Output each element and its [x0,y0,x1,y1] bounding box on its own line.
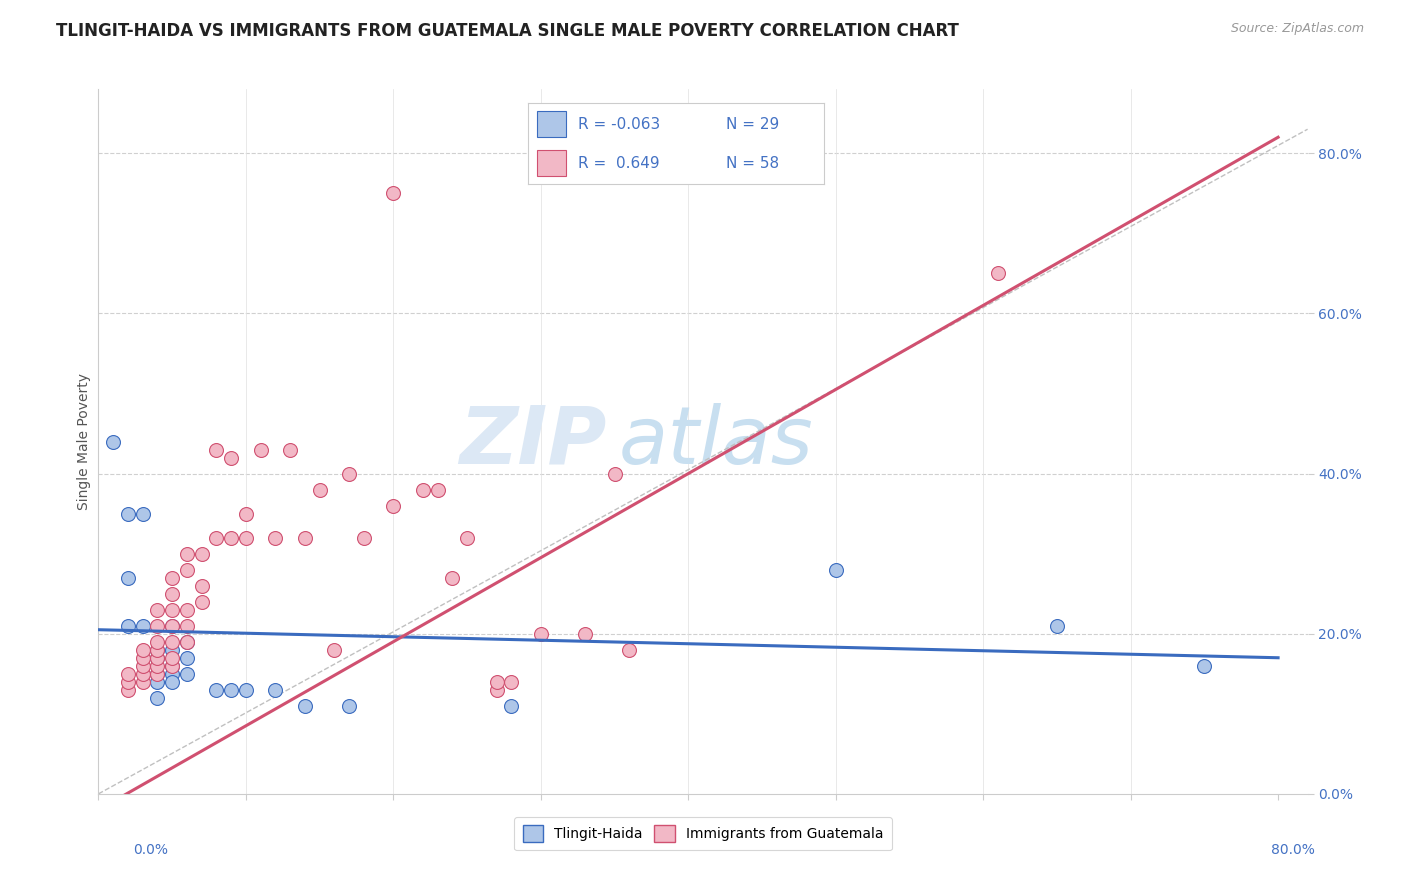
Text: 80.0%: 80.0% [1271,843,1315,857]
Point [337,467,360,481]
Point [278,442,301,457]
Point [176,547,198,561]
Point [1194,658,1216,673]
Point [117,571,139,585]
Text: TLINGIT-HAIDA VS IMMIGRANTS FROM GUATEMALA SINGLE MALE POVERTY CORRELATION CHART: TLINGIT-HAIDA VS IMMIGRANTS FROM GUATEMA… [56,22,959,40]
Point [308,483,330,497]
Point [160,658,183,673]
Point [485,674,508,689]
Point [323,642,346,657]
Point [146,634,169,648]
Point [146,666,169,681]
Point [219,682,242,697]
Point [160,666,183,681]
Point [824,563,846,577]
Point [131,642,153,657]
Point [337,698,360,713]
Point [160,674,183,689]
Point [190,579,212,593]
Point [235,682,257,697]
Point [456,531,478,545]
Point [987,266,1010,280]
Point [176,618,198,632]
Point [117,682,139,697]
Point [1046,618,1069,632]
Point [146,642,169,657]
Y-axis label: Single Male Poverty: Single Male Poverty [77,373,91,510]
Point [235,531,257,545]
Point [619,642,641,657]
Point [530,626,553,640]
Point [146,658,169,673]
Point [160,634,183,648]
Point [176,650,198,665]
Point [294,698,316,713]
Point [264,531,287,545]
Point [219,531,242,545]
Legend: Tlingit-Haida, Immigrants from Guatemala: Tlingit-Haida, Immigrants from Guatemala [515,817,891,850]
Point [117,674,139,689]
Point [131,666,153,681]
Point [574,626,596,640]
Point [146,650,169,665]
Point [146,690,169,705]
Point [131,650,153,665]
Point [485,682,508,697]
Point [205,682,228,697]
Point [146,650,169,665]
Point [176,563,198,577]
Text: atlas: atlas [619,402,813,481]
Point [426,483,449,497]
Point [131,658,153,673]
Point [176,666,198,681]
Point [146,674,169,689]
Point [131,618,153,632]
Point [160,618,183,632]
Point [160,642,183,657]
Point [160,571,183,585]
Point [117,507,139,521]
Point [190,595,212,609]
Point [176,634,198,648]
Point [146,642,169,657]
Point [353,531,375,545]
Point [146,603,169,617]
Point [603,467,626,481]
Point [264,682,287,697]
Point [382,186,405,201]
Point [501,698,523,713]
Text: 0.0%: 0.0% [134,843,169,857]
Text: Source: ZipAtlas.com: Source: ZipAtlas.com [1230,22,1364,36]
Point [205,531,228,545]
Point [117,618,139,632]
Point [101,434,124,449]
Point [190,547,212,561]
Point [160,650,183,665]
Point [176,603,198,617]
Point [146,618,169,632]
Point [501,674,523,689]
Point [160,587,183,601]
Point [131,674,153,689]
Point [412,483,434,497]
Point [205,442,228,457]
Text: ZIP: ZIP [458,402,606,481]
Point [160,658,183,673]
Point [131,507,153,521]
Point [117,666,139,681]
Point [160,603,183,617]
Point [146,666,169,681]
Point [176,634,198,648]
Point [294,531,316,545]
Point [249,442,271,457]
Point [235,507,257,521]
Point [441,571,464,585]
Point [219,450,242,465]
Point [160,618,183,632]
Point [382,499,405,513]
